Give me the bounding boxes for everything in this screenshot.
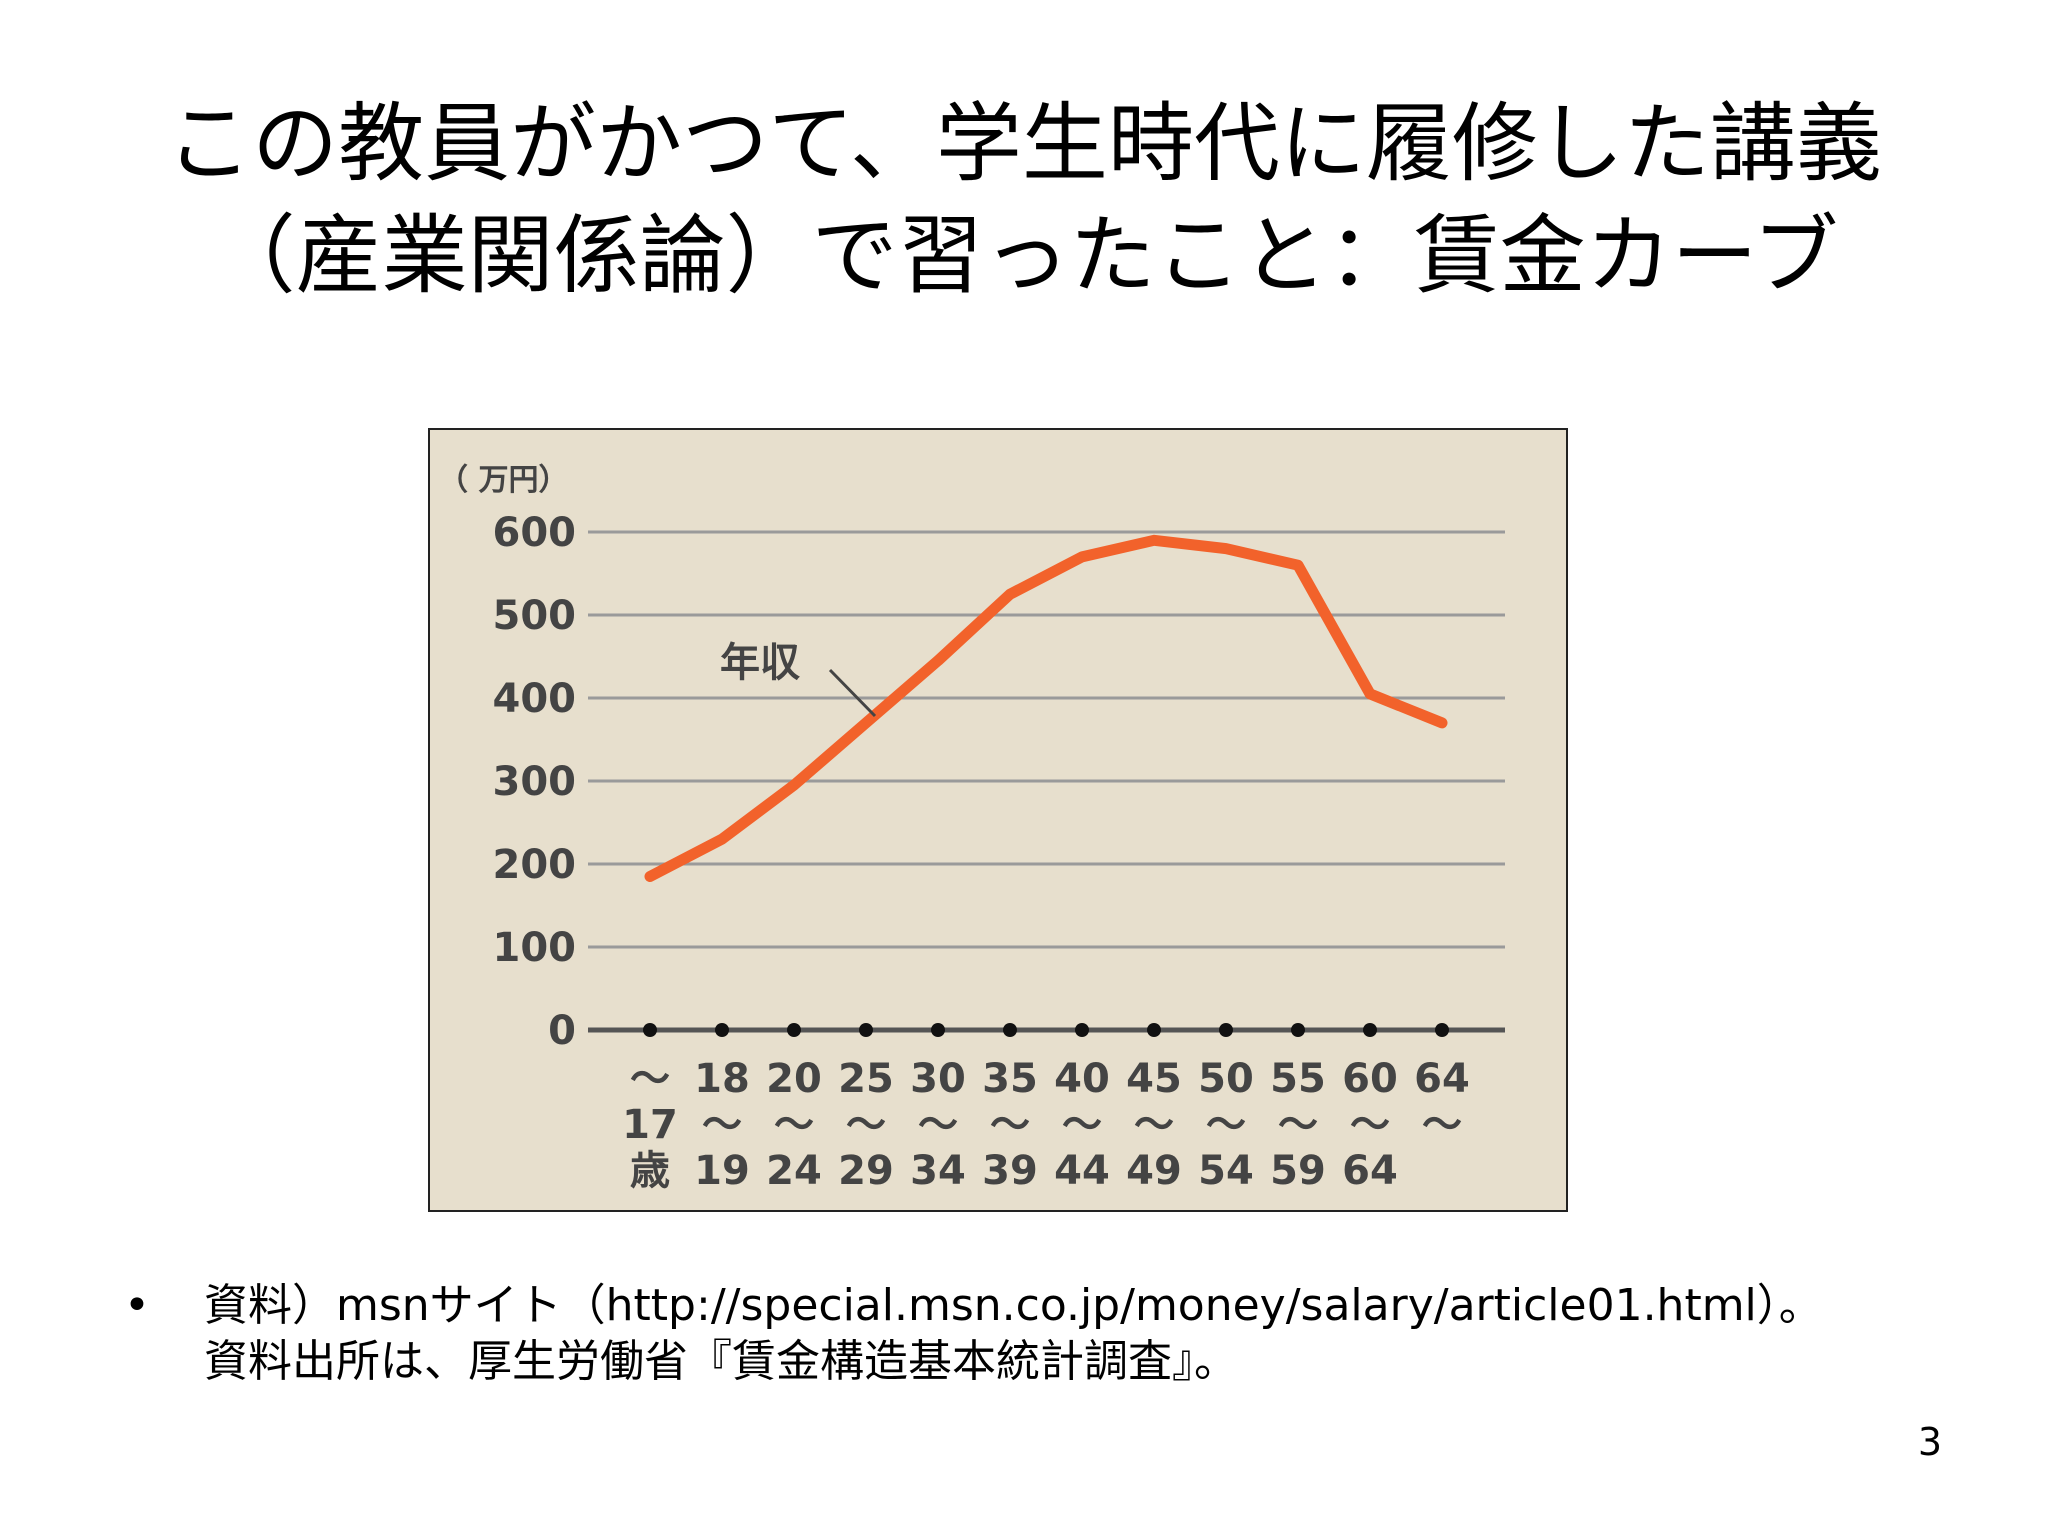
x-axis-dot-0 [643,1023,657,1037]
y-tick-300: 300 [493,759,577,805]
x-tick-6-part-2: 44 [1054,1148,1110,1194]
x-tick-9-part-0: 55 [1270,1056,1326,1102]
x-tick-2-part-1: 〜 [774,1102,814,1148]
series-point-4 [937,660,939,662]
x-tick-11-part-1: 〜 [1422,1102,1462,1148]
series-point-6 [1081,556,1083,558]
x-tick-11-part-0: 64 [1414,1056,1470,1102]
x-axis-dot-4 [931,1023,945,1037]
series-point-9 [1297,564,1299,566]
x-tick-9-part-1: 〜 [1278,1102,1318,1148]
y-tick-0: 0 [548,1008,576,1054]
x-tick-group-3: 25〜29 [838,1056,894,1194]
x-tick-3-part-1: 〜 [846,1102,886,1148]
x-tick-5-part-1: 〜 [990,1102,1030,1148]
slide-title: この教員がかつて、学生時代に履修した講義 （産業関係論）で習ったこと：賃金カーブ [0,88,2048,312]
x-tick-1-part-0: 18 [694,1056,750,1102]
grid-layer [588,530,1505,1033]
x-tick-10-part-0: 60 [1342,1056,1398,1102]
x-tick-8-part-2: 54 [1198,1148,1254,1194]
slide-title-line-1: この教員がかつて、学生時代に履修した講義 [166,94,1882,194]
x-axis-dot-1 [715,1023,729,1037]
x-axis-dot-3 [859,1023,873,1037]
series-point-7 [1153,539,1155,541]
x-axis-dot-2 [787,1023,801,1037]
x-tick-0-part-0: 〜 [630,1056,670,1102]
x-axis-dot-10 [1363,1023,1377,1037]
y-tick-600: 600 [493,510,577,556]
x-tick-group-9: 55〜59 [1270,1056,1326,1194]
x-tick-5-part-2: 39 [982,1148,1038,1194]
series-annotation: 年収 [720,640,800,686]
page-number: 3 [1917,1420,1942,1464]
source-note-line-1: 資料）msnサイト（http://special.msn.co.jp/money… [204,1280,1823,1331]
x-tick-group-11: 64〜 [1414,1056,1470,1148]
series-point-10 [1369,693,1371,695]
x-axis-dot-9 [1291,1023,1305,1037]
y-tick-200: 200 [493,842,577,888]
x-tick-7-part-2: 49 [1126,1148,1182,1194]
x-tick-4-part-2: 34 [910,1148,966,1194]
x-tick-3-part-2: 29 [838,1148,894,1194]
x-tick-layer: 〜17歳18〜1920〜2425〜2930〜3435〜3940〜4445〜495… [622,1056,1470,1194]
x-tick-group-8: 50〜54 [1198,1056,1254,1194]
x-tick-0-part-2: 歳 [630,1148,670,1194]
x-tick-group-0: 〜17歳 [622,1056,678,1194]
x-tick-7-part-1: 〜 [1134,1102,1174,1148]
x-tick-group-4: 30〜34 [910,1056,966,1194]
x-tick-6-part-0: 40 [1054,1056,1110,1102]
axis-dot-layer [643,1023,1449,1037]
series-point-2 [793,784,795,786]
x-tick-group-5: 35〜39 [982,1056,1038,1194]
x-tick-group-1: 18〜19 [694,1056,750,1194]
x-axis-dot-5 [1003,1023,1017,1037]
x-tick-2-part-2: 24 [766,1148,822,1194]
x-tick-8-part-1: 〜 [1206,1102,1246,1148]
x-tick-9-part-2: 59 [1270,1148,1326,1194]
series-line-0 [644,534,1448,882]
x-tick-0-part-1: 17 [622,1102,678,1148]
y-unit-label: （ 万円） [438,463,568,498]
bullet-marker: • [124,1280,150,1331]
annotation-leader-line [828,668,877,718]
x-tick-1-part-2: 19 [694,1148,750,1194]
x-axis-dot-6 [1075,1023,1089,1037]
series-point-1 [721,838,723,840]
x-tick-6-part-1: 〜 [1062,1102,1102,1148]
x-tick-3-part-0: 25 [838,1056,894,1102]
slide-title-line-2: （産業関係論）で習ったこと：賃金カーブ [209,206,1839,306]
y-tick-400: 400 [493,676,577,722]
x-tick-2-part-0: 20 [766,1056,822,1102]
x-tick-4-part-0: 30 [910,1056,966,1102]
x-tick-8-part-0: 50 [1198,1056,1254,1102]
y-tick-500: 500 [493,593,577,639]
x-tick-10-part-2: 64 [1342,1148,1398,1194]
x-tick-group-6: 40〜44 [1054,1056,1110,1194]
x-tick-group-7: 45〜49 [1126,1056,1182,1194]
series-point-11 [1441,722,1443,724]
y-tick-layer: 0 100 200 300 400 500 600 [493,510,577,1054]
x-tick-group-10: 60〜64 [1342,1056,1398,1194]
series-point-3 [865,722,867,724]
series-point-5 [1009,593,1011,595]
x-tick-5-part-0: 35 [982,1056,1038,1102]
x-tick-4-part-1: 〜 [918,1102,958,1148]
series-point-0 [649,875,651,877]
x-tick-10-part-1: 〜 [1350,1102,1390,1148]
x-axis-dot-11 [1435,1023,1449,1037]
wage-curve-chart: 0 100 200 300 400 500 600 〜 17 歳 18 〜 19 20 〜 24 25 〜 29 3… [428,428,1568,1212]
y-tick-100: 100 [493,925,577,971]
x-axis-dot-8 [1219,1023,1233,1037]
x-tick-7-part-0: 45 [1126,1056,1182,1102]
x-axis-dot-7 [1147,1023,1161,1037]
series-point-8 [1225,548,1227,550]
series-layer [644,534,1448,882]
x-tick-group-2: 20〜24 [766,1056,822,1194]
source-note-line-2: 資料出所は、厚生労働省『賃金構造基本統計調査』。 [204,1336,1238,1387]
source-note-text: 資料）msnサイト（http://special.msn.co.jp/money… [204,1278,1823,1390]
x-tick-1-part-1: 〜 [702,1102,742,1148]
